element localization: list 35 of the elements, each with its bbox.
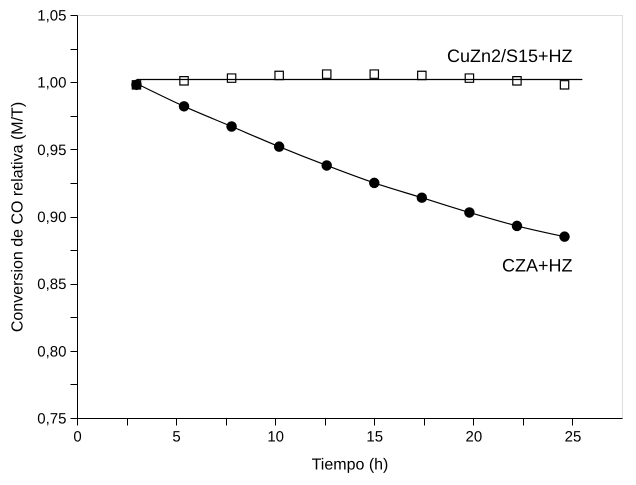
point <box>178 101 190 112</box>
point <box>512 220 522 232</box>
point <box>417 70 427 80</box>
y-tick-label: 1,00 <box>37 74 66 92</box>
point <box>369 178 380 188</box>
point <box>559 231 570 242</box>
point <box>464 207 475 218</box>
y-axis-title: Conversion de CO relativa (M/T) <box>9 102 26 332</box>
y-tick-label: 1,05 <box>37 8 66 24</box>
x-tick-label: 20 <box>466 428 482 446</box>
y-tick-label: 0,75 <box>37 410 66 428</box>
y-tick-label: 0,95 <box>37 142 66 159</box>
x-tick-label: 15 <box>366 428 384 446</box>
point <box>274 141 284 152</box>
x-tick-label: 10 <box>267 428 284 446</box>
point <box>464 73 474 83</box>
point <box>179 76 189 86</box>
x-axis-title: Tiempo (h) <box>312 456 388 474</box>
y-tick-label: 0,90 <box>37 209 66 226</box>
point <box>560 80 570 90</box>
point <box>226 73 236 83</box>
point <box>226 121 237 132</box>
point <box>321 160 332 171</box>
x-tick-label: 25 <box>564 428 582 446</box>
point <box>512 76 522 86</box>
point <box>274 70 284 80</box>
point <box>416 192 428 203</box>
x-tick-label: 0 <box>73 428 82 446</box>
x-tick-label: 5 <box>172 428 181 446</box>
y-tick-label: 0,85 <box>37 276 66 294</box>
y-tick-label: 0,80 <box>37 343 66 360</box>
point <box>322 69 332 79</box>
series-label: CZA+HZ <box>502 256 573 276</box>
series-label: CuZn2/S15+HZ <box>446 46 573 66</box>
point <box>369 69 380 79</box>
